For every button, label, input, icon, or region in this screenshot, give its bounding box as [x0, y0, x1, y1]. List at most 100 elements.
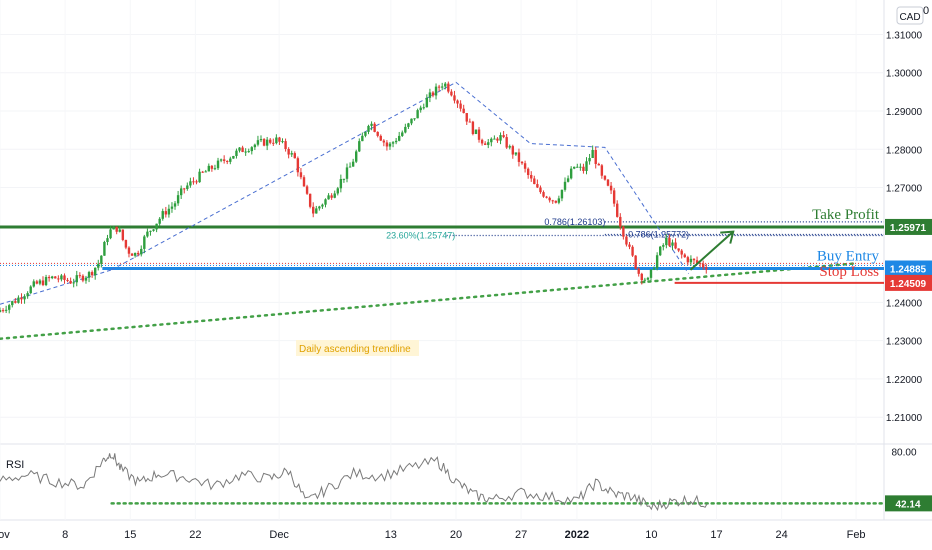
candle-body — [659, 246, 662, 256]
candle-body — [692, 258, 696, 261]
candle-body — [487, 142, 490, 145]
candle-body — [364, 131, 367, 136]
candle-body — [87, 272, 91, 278]
price-tick-label: 1.22000 — [886, 375, 923, 386]
candle-body — [483, 143, 487, 145]
candle-body — [355, 151, 358, 162]
candle-body — [60, 275, 63, 280]
price-badge-label: 1.24885 — [890, 265, 927, 276]
candle-body — [542, 192, 545, 197]
candle-body — [321, 204, 324, 207]
candle-body — [63, 275, 66, 280]
candle-body — [115, 226, 118, 232]
candle-body — [4, 309, 8, 311]
candle-body — [192, 181, 195, 183]
candle-body — [78, 275, 82, 277]
candle-body — [29, 286, 32, 294]
candle-body — [133, 252, 137, 256]
candle-body — [569, 168, 573, 179]
candle-body — [428, 92, 432, 98]
candle-body — [563, 181, 567, 190]
candle-body — [315, 208, 318, 214]
candle-body — [90, 272, 94, 276]
candle-body — [579, 166, 582, 168]
currency-badge[interactable]: CAD — [899, 12, 920, 23]
candle-body — [382, 140, 386, 143]
candle-body — [26, 293, 29, 297]
candle-body — [401, 132, 404, 136]
candle-body — [8, 305, 11, 310]
candle-body — [391, 142, 395, 144]
candle-body — [35, 281, 39, 284]
candle-body — [198, 171, 201, 183]
candle-body — [434, 86, 438, 96]
candle-body — [143, 236, 146, 249]
price-tick-label: 1.24000 — [886, 298, 923, 309]
candle-body — [695, 260, 699, 264]
candle-body — [170, 206, 174, 209]
candle-body — [179, 188, 183, 196]
candle-body — [606, 179, 610, 186]
candle-body — [293, 153, 296, 159]
candle-body — [533, 178, 536, 185]
candle-body — [140, 248, 143, 255]
candle-body — [591, 149, 594, 158]
candle-body — [222, 159, 226, 161]
candle-body — [69, 280, 72, 284]
price-tick-label: 1.28000 — [886, 145, 923, 156]
candle-body — [665, 237, 668, 246]
candle-body — [652, 268, 656, 270]
candle-body — [554, 200, 558, 203]
candle-body — [517, 152, 521, 162]
candle-body — [186, 185, 189, 189]
candle-body — [551, 200, 554, 202]
candle-body — [100, 255, 103, 264]
candle-body — [609, 185, 613, 191]
candle-body — [127, 247, 131, 254]
candle-body — [318, 206, 321, 209]
time-tick-label: 15 — [124, 529, 136, 541]
fibonacci-label: 0.786(1.25772) — [628, 230, 689, 240]
price-axis[interactable]: 1.310001.300001.290001.280001.270001.260… — [885, 30, 932, 424]
time-tick-label: Dec — [269, 529, 289, 541]
candle-body — [646, 277, 650, 280]
candle-body — [161, 211, 164, 219]
candle-body — [272, 142, 275, 144]
candle-body — [698, 263, 702, 265]
rsi-badge-label: 42.14 — [895, 499, 920, 510]
candle-body — [397, 135, 401, 141]
candle-body — [376, 131, 379, 136]
candle-body — [173, 203, 177, 207]
candle-body — [93, 267, 97, 276]
candle-body — [278, 137, 281, 142]
candle-body — [662, 245, 665, 247]
candle-body — [121, 229, 125, 240]
rsi-pane[interactable]: 80.00 42.14 — [0, 447, 932, 512]
time-axis[interactable]: Nov 8 15 22 Dec 13 20 27 2022 10 17 24 Feb — [0, 529, 866, 541]
candle-body — [370, 123, 373, 126]
stop-loss-label: Stop Loss — [819, 264, 879, 280]
time-tick-label: Nov — [0, 529, 10, 541]
corner-glyph: 0 — [923, 5, 929, 17]
rsi-tick-label: 80.00 — [891, 447, 916, 458]
candle-body — [637, 268, 640, 274]
candle-body — [490, 138, 493, 143]
time-tick-label: 27 — [515, 529, 527, 541]
candle-body — [109, 229, 112, 239]
time-tick-label: 24 — [776, 529, 788, 541]
candle-body — [17, 297, 20, 303]
candle-body — [560, 189, 564, 199]
candle-body — [97, 263, 100, 268]
candle-body — [530, 175, 533, 179]
price-tick-label: 1.31000 — [886, 30, 923, 41]
candle-body — [379, 135, 382, 141]
candle-body — [557, 198, 561, 203]
candle-body — [158, 218, 161, 224]
candle-body — [425, 97, 429, 108]
candle-body — [262, 139, 266, 146]
pattern-layer — [0, 81, 690, 305]
candle-body — [207, 165, 211, 172]
candle-body — [640, 273, 643, 281]
currency-badge-box[interactable] — [896, 6, 924, 25]
